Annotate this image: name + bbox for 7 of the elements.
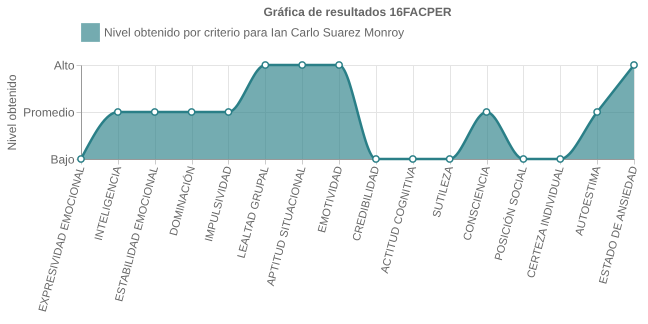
chart-title: Gráfica de resultados 16FACPER — [263, 5, 452, 19]
x-tick-label: LEALTAD GRUPAL — [236, 164, 272, 260]
text: Alto — [54, 58, 75, 72]
text: Promedio — [23, 106, 75, 120]
y-axis-title: Nivel obtenido — [5, 74, 20, 151]
legend-label: Nivel obtenido por criterio para Ian Carlo Suarez Monroy — [104, 26, 404, 40]
text: Bajo — [50, 152, 75, 166]
